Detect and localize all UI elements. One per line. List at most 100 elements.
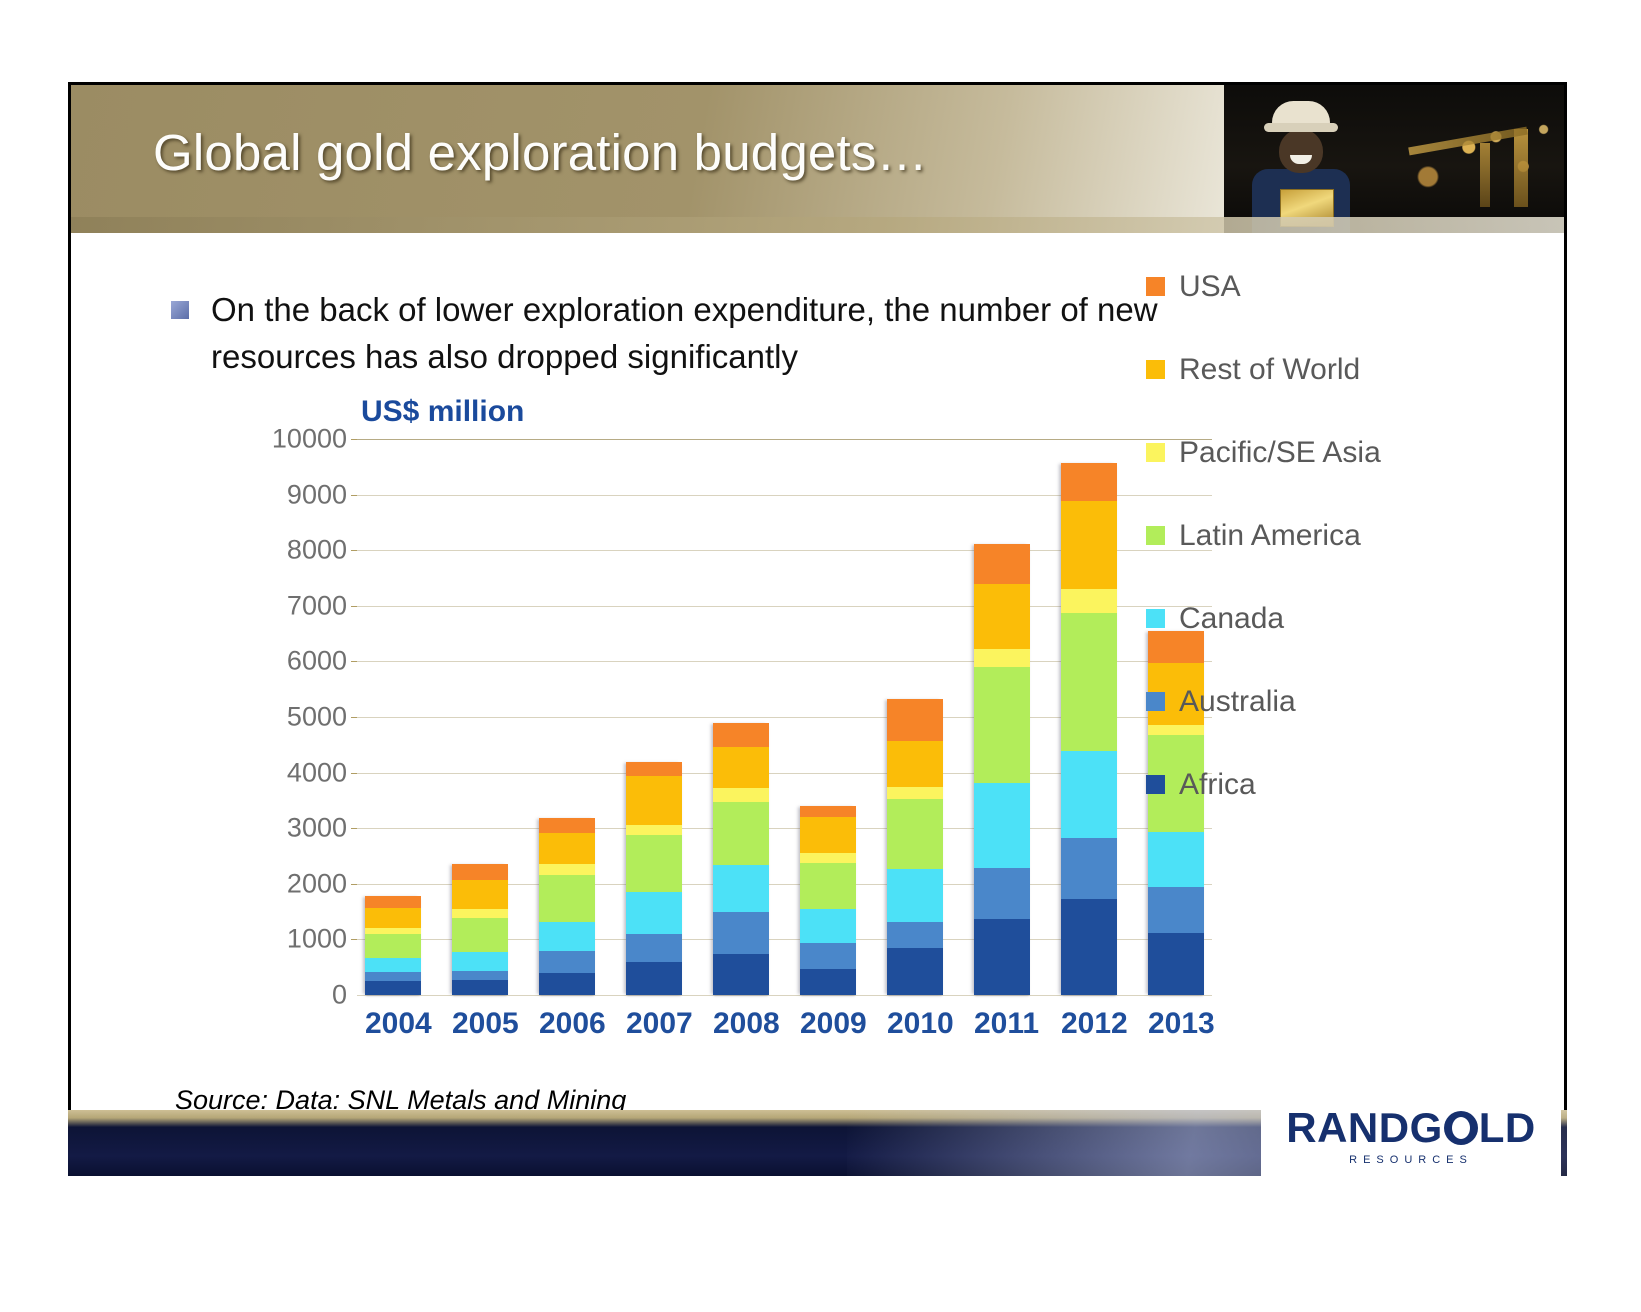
bar-column[interactable]: [800, 439, 856, 995]
bar-segment-australia[interactable]: [539, 951, 595, 973]
bar-segment-pacific-se-asia[interactable]: [626, 824, 682, 836]
bar-segment-usa[interactable]: [713, 722, 769, 748]
bar-segment-australia[interactable]: [800, 943, 856, 970]
bar-segment-pacific-se-asia[interactable]: [974, 648, 1030, 667]
bar-segment-usa[interactable]: [974, 544, 1030, 585]
legend-swatch-icon: [1146, 526, 1165, 545]
stacked-bar[interactable]: [539, 818, 595, 995]
bar-segment-canada[interactable]: [713, 864, 769, 912]
bar-column[interactable]: [452, 439, 508, 995]
bar-segment-pacific-se-asia[interactable]: [713, 788, 769, 803]
bar-segment-usa[interactable]: [626, 762, 682, 776]
y-axis-tick-label: 2000: [286, 868, 347, 899]
bar-segment-africa[interactable]: [887, 948, 943, 995]
bar-segment-canada[interactable]: [365, 957, 421, 973]
bar-segment-rest-of-world[interactable]: [539, 832, 595, 864]
bar-column[interactable]: [365, 439, 421, 995]
bar-segment-australia[interactable]: [1148, 886, 1204, 933]
stacked-bar[interactable]: [887, 699, 943, 995]
bar-segment-canada[interactable]: [1061, 750, 1117, 839]
legend-item[interactable]: Pacific/SE Asia: [1146, 411, 1416, 494]
bar-segment-latin-america[interactable]: [1061, 613, 1117, 751]
bar-segment-rest-of-world[interactable]: [887, 741, 943, 787]
bar-column[interactable]: [626, 439, 682, 995]
bar-column[interactable]: [1061, 439, 1117, 995]
bar-segment-africa[interactable]: [539, 972, 595, 995]
bar-segment-australia[interactable]: [1061, 838, 1117, 900]
stacked-bar[interactable]: [452, 864, 508, 995]
bar-segment-australia[interactable]: [626, 934, 682, 963]
bar-segment-pacific-se-asia[interactable]: [887, 786, 943, 800]
bar-segment-usa[interactable]: [539, 818, 595, 833]
bar-segment-latin-america[interactable]: [365, 933, 421, 958]
legend-label: Rest of World: [1179, 352, 1361, 386]
bar-column[interactable]: [974, 439, 1030, 995]
bar-segment-australia[interactable]: [452, 970, 508, 980]
y-axis-labels: 10000 9000 8000 7000 6000 5000 4000 3000 2000 100…: [201, 424, 365, 1010]
bar-segment-africa[interactable]: [713, 953, 769, 995]
legend-item[interactable]: USA: [1146, 245, 1416, 328]
stacked-bar[interactable]: [713, 722, 769, 995]
x-axis-tick-label: 2011: [974, 1007, 1040, 1040]
bar-segment-latin-america[interactable]: [539, 874, 595, 923]
bar-segment-africa[interactable]: [974, 919, 1030, 995]
legend-swatch-icon: [1146, 443, 1165, 462]
stacked-bar[interactable]: [974, 544, 1030, 995]
bar-segment-canada[interactable]: [452, 952, 508, 971]
bar-segment-rest-of-world[interactable]: [800, 817, 856, 853]
bar-segment-usa[interactable]: [365, 896, 421, 908]
bar-segment-canada[interactable]: [1148, 832, 1204, 887]
bar-segment-africa[interactable]: [365, 981, 421, 995]
stacked-bar[interactable]: [800, 806, 856, 995]
bar-segment-pacific-se-asia[interactable]: [539, 863, 595, 875]
bar-segment-latin-america[interactable]: [452, 917, 508, 953]
bar-segment-canada[interactable]: [800, 908, 856, 944]
bar-segment-latin-america[interactable]: [626, 835, 682, 893]
legend-item[interactable]: Latin America: [1146, 494, 1416, 577]
stacked-bar[interactable]: [365, 896, 421, 995]
stacked-bar[interactable]: [1061, 462, 1117, 995]
bar-segment-usa[interactable]: [800, 806, 856, 818]
bar-segment-canada[interactable]: [539, 922, 595, 952]
bar-segment-rest-of-world[interactable]: [713, 747, 769, 789]
bar-segment-africa[interactable]: [800, 969, 856, 995]
bar-segment-africa[interactable]: [626, 962, 682, 995]
bar-segment-pacific-se-asia[interactable]: [1061, 588, 1117, 614]
bar-segment-pacific-se-asia[interactable]: [800, 852, 856, 863]
bar-segment-canada[interactable]: [887, 868, 943, 922]
hard-hat-icon: [1272, 101, 1330, 127]
bar-column[interactable]: [539, 439, 595, 995]
bar-segment-africa[interactable]: [452, 980, 508, 995]
bar-segment-australia[interactable]: [365, 972, 421, 982]
bar-segment-usa[interactable]: [887, 699, 943, 742]
legend-item[interactable]: Africa: [1146, 743, 1416, 826]
bar-segment-australia[interactable]: [713, 911, 769, 954]
bar-segment-australia[interactable]: [887, 921, 943, 949]
bar-column[interactable]: [887, 439, 943, 995]
bar-segment-rest-of-world[interactable]: [452, 879, 508, 910]
bar-segment-africa[interactable]: [1148, 932, 1204, 995]
legend-item[interactable]: Rest of World: [1146, 328, 1416, 411]
bar-segment-rest-of-world[interactable]: [365, 907, 421, 928]
bar-segment-africa[interactable]: [1061, 899, 1117, 995]
bar-segment-rest-of-world[interactable]: [626, 775, 682, 825]
bar-segment-rest-of-world[interactable]: [974, 584, 1030, 649]
bar-segment-latin-america[interactable]: [974, 666, 1030, 783]
bar-segment-usa[interactable]: [1061, 462, 1117, 501]
legend-item[interactable]: Canada: [1146, 577, 1416, 660]
bar-segment-usa[interactable]: [1148, 630, 1204, 663]
bar-segment-pacific-se-asia[interactable]: [1148, 724, 1204, 736]
bar-segment-australia[interactable]: [974, 867, 1030, 920]
bar-segment-pacific-se-asia[interactable]: [452, 909, 508, 918]
bar-segment-latin-america[interactable]: [887, 799, 943, 869]
bar-segment-pacific-se-asia[interactable]: [365, 927, 421, 934]
bar-segment-usa[interactable]: [452, 864, 508, 880]
bar-column[interactable]: [713, 439, 769, 995]
legend-item[interactable]: Australia: [1146, 660, 1416, 743]
bar-segment-latin-america[interactable]: [800, 862, 856, 909]
bar-segment-latin-america[interactable]: [713, 802, 769, 865]
bar-segment-canada[interactable]: [974, 782, 1030, 868]
bar-segment-canada[interactable]: [626, 892, 682, 935]
bar-segment-rest-of-world[interactable]: [1061, 500, 1117, 589]
stacked-bar[interactable]: [626, 762, 682, 995]
